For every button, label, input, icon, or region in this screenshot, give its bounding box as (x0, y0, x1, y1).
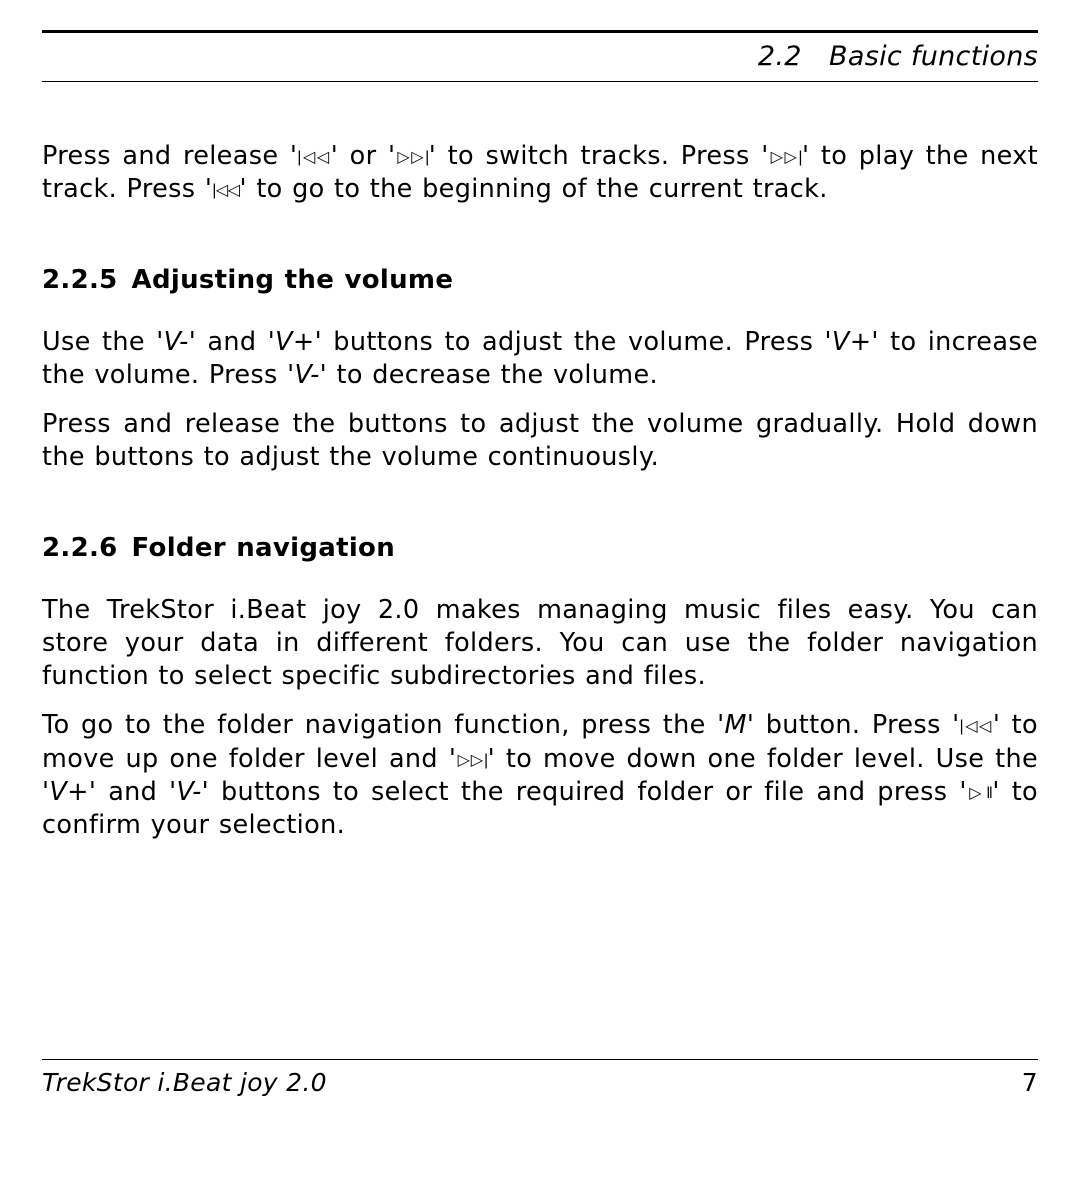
text: buttons to adjust the volume. Press (322, 327, 825, 357)
text: and (196, 327, 268, 357)
page-number: 7 (1022, 1066, 1038, 1099)
button-label: 'M' (717, 710, 754, 740)
sec226-paragraph-2: To go to the folder navigation function,… (42, 709, 1038, 842)
text: and (96, 777, 169, 807)
intro-paragraph: Press and release '|◁◁' or '▷▷|' to swit… (42, 140, 1038, 206)
text: To go to the folder navigation function,… (42, 710, 717, 740)
heading-number: 2.2.6 (42, 532, 118, 566)
play-pause-icon: ▷ ‖ (967, 785, 993, 802)
prev-track-icon: |◁◁ (960, 718, 993, 735)
text: Use the (42, 327, 156, 357)
text: ' to move down one folder level. Use the (488, 744, 1038, 774)
prev-track-icon: |◁◁ (212, 182, 239, 199)
heading-number: 2.2.5 (42, 264, 118, 298)
running-header: 2.2 Basic functions (42, 33, 1038, 82)
footer: TrekStor i.Beat joy 2.0 7 (42, 1059, 1038, 1099)
text: ' or ' (331, 141, 396, 171)
button-label: 'V-' (169, 777, 209, 807)
prev-track-icon: |◁◁ (297, 149, 330, 166)
body: Press and release '|◁◁' or '▷▷|' to swit… (42, 140, 1038, 842)
heading-226: 2.2.6 Folder navigation (42, 532, 1038, 566)
button-label: 'V+' (42, 777, 96, 807)
text: button. Press ' (754, 710, 959, 740)
footer-rule (42, 1059, 1038, 1060)
text: ' to switch tracks. Press ' (429, 141, 769, 171)
button-label: 'V+' (268, 327, 322, 357)
text: ' to go to the beginning of the current … (240, 174, 828, 204)
button-label: 'V-' (287, 360, 327, 390)
heading-title: Adjusting the volume (132, 265, 454, 295)
heading-title: Folder navigation (132, 533, 396, 563)
text: to decrease the volume. (327, 360, 658, 390)
next-track-icon: ▷▷| (456, 752, 487, 769)
next-track-icon: ▷▷| (395, 149, 428, 166)
next-track-icon: ▷▷| (769, 149, 802, 166)
button-label: 'V+' (825, 327, 879, 357)
text: buttons to select the required folder or… (209, 777, 967, 807)
heading-225: 2.2.5 Adjusting the volume (42, 264, 1038, 298)
sec225-paragraph-1: Use the 'V-' and 'V+' buttons to adjust … (42, 326, 1038, 392)
sec226-paragraph-1: The TrekStor i.Beat joy 2.0 makes managi… (42, 594, 1038, 693)
sec225-paragraph-2: Press and release the buttons to adjust … (42, 408, 1038, 474)
button-label: 'V-' (156, 327, 196, 357)
text: Press and release ' (42, 141, 297, 171)
footer-product: TrekStor i.Beat joy 2.0 (42, 1066, 327, 1099)
